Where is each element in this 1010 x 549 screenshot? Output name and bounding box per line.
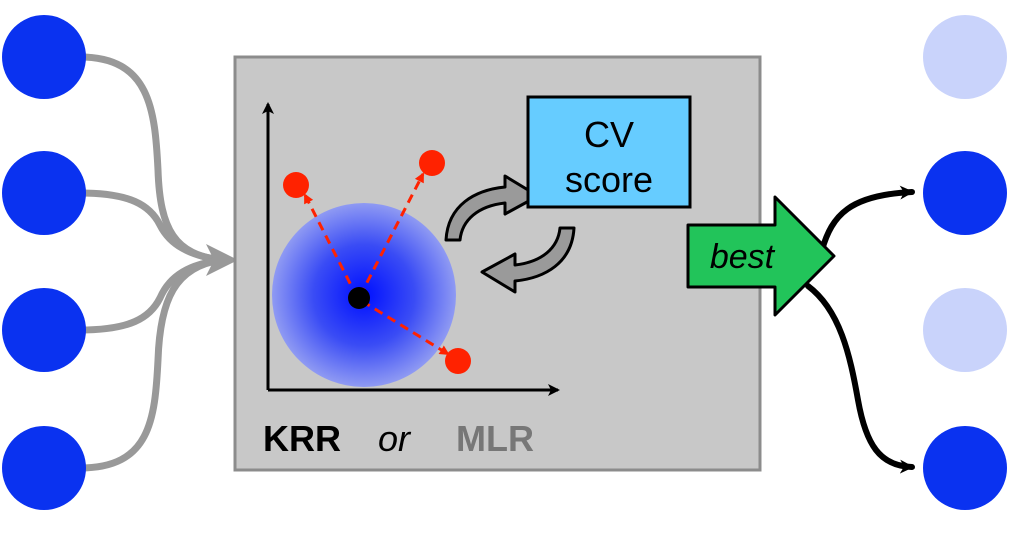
input-node-3 (2, 288, 86, 372)
input-connector-2 (76, 189, 226, 264)
output-node-2-selected (923, 151, 1007, 235)
neighbor-arrow-1 (303, 193, 359, 298)
input-node-2 (2, 151, 86, 235)
output-connector-lower (805, 283, 915, 474)
cycle-arrow-bottom (480, 226, 576, 294)
output-connectors (805, 185, 915, 474)
neighbor-point-3 (445, 348, 471, 374)
neighbor-point-1 (283, 172, 309, 198)
output-nodes (923, 15, 1007, 510)
neighbor-point-2 (419, 150, 445, 176)
method-or-label: or (378, 418, 412, 459)
input-node-4 (2, 426, 86, 510)
input-nodes (2, 15, 86, 510)
input-connector-4 (76, 256, 226, 472)
method-krr-label: KRR (263, 418, 341, 459)
neighbor-arrow-2 (358, 172, 425, 297)
query-point (348, 287, 370, 309)
input-node-1 (2, 15, 86, 99)
output-connector-upper (819, 185, 915, 253)
input-connector-3 (76, 256, 226, 334)
cv-score-line1: CV (584, 114, 634, 155)
neighbor-arrow-3 (361, 299, 450, 356)
output-node-3 (923, 288, 1007, 372)
cv-score-box (526, 95, 692, 209)
best-label: best (710, 238, 776, 276)
output-node-1 (923, 15, 1007, 99)
best-arrow (686, 195, 836, 317)
input-connector-1 (76, 53, 226, 264)
neighbor-arrows (303, 172, 450, 356)
output-node-4-selected (923, 426, 1007, 510)
cv-score-line2: score (565, 159, 653, 200)
input-connectors (76, 53, 226, 472)
input-merge-arrowhead (206, 244, 238, 276)
method-mlr-label: MLR (456, 418, 534, 459)
